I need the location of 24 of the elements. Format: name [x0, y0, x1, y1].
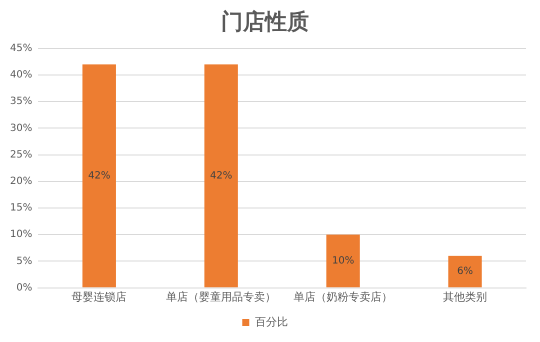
x-tick-label: 母婴连锁店 [72, 290, 127, 304]
y-tick-label: 20% [10, 176, 32, 187]
y-tick-label: 10% [10, 229, 32, 240]
y-tick-label: 35% [10, 96, 32, 108]
y-tick-label: 15% [10, 202, 32, 214]
y-tick-label: 40% [10, 70, 32, 81]
data-label: 10% [332, 256, 354, 267]
chart-title: 门店性质 [221, 8, 309, 35]
data-label: 42% [210, 170, 232, 182]
data-label: 42% [88, 170, 110, 182]
x-tick-label: 其他类别 [443, 290, 488, 304]
bar [326, 234, 360, 288]
y-tick-label: 5% [16, 256, 32, 267]
x-tick-label: 单店（奶粉专卖店） [294, 290, 393, 304]
x-tick-label: 单店（婴童用品专卖） [166, 290, 276, 304]
y-tick-label: 25% [10, 149, 32, 160]
bar [82, 64, 116, 288]
bar [204, 64, 238, 288]
y-tick-label: 0% [16, 282, 32, 294]
y-tick-label: 45% [10, 42, 32, 54]
legend-label: 百分比 [254, 315, 288, 328]
bar [448, 256, 482, 288]
y-tick-label: 30% [10, 122, 32, 134]
data-label: 6% [457, 266, 473, 278]
